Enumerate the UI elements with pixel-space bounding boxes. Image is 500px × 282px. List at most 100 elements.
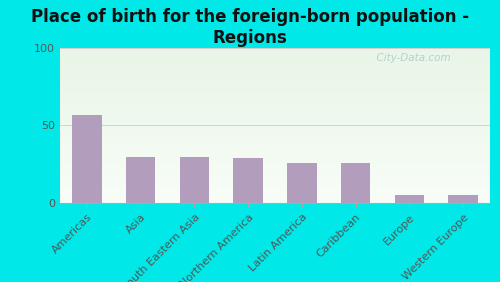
Bar bbox=[60, 107, 490, 108]
Bar bbox=[448, 195, 478, 203]
Bar bbox=[60, 95, 490, 96]
Bar bbox=[234, 158, 263, 203]
Bar bbox=[60, 142, 490, 143]
Bar bbox=[60, 54, 490, 55]
Bar bbox=[60, 199, 490, 200]
Bar bbox=[60, 192, 490, 193]
Bar bbox=[60, 87, 490, 88]
Bar bbox=[60, 50, 490, 51]
Bar bbox=[60, 154, 490, 155]
Bar bbox=[60, 126, 490, 127]
Bar bbox=[60, 182, 490, 183]
Bar bbox=[60, 71, 490, 72]
Bar bbox=[60, 127, 490, 128]
Bar bbox=[60, 109, 490, 110]
Bar bbox=[60, 150, 490, 151]
Bar bbox=[60, 145, 490, 146]
Bar bbox=[60, 110, 490, 111]
Bar bbox=[60, 151, 490, 152]
Bar bbox=[287, 163, 316, 203]
Bar bbox=[60, 122, 490, 123]
Bar bbox=[60, 167, 490, 168]
Bar bbox=[60, 101, 490, 102]
Bar bbox=[60, 146, 490, 147]
Bar bbox=[60, 164, 490, 165]
Bar bbox=[60, 124, 490, 125]
Bar bbox=[60, 112, 490, 113]
Bar bbox=[60, 98, 490, 99]
Bar bbox=[60, 93, 490, 94]
Bar bbox=[60, 49, 490, 50]
Bar bbox=[60, 79, 490, 80]
Bar bbox=[60, 94, 490, 95]
Bar bbox=[60, 91, 490, 92]
Bar bbox=[60, 202, 490, 203]
Bar bbox=[60, 96, 490, 97]
Bar bbox=[60, 166, 490, 167]
Bar bbox=[60, 74, 490, 75]
Bar bbox=[60, 53, 490, 54]
Bar bbox=[60, 82, 490, 83]
Bar bbox=[60, 121, 490, 122]
Bar bbox=[60, 67, 490, 68]
Text: Place of birth for the foreign-born population -
Regions: Place of birth for the foreign-born popu… bbox=[31, 8, 469, 47]
Bar bbox=[60, 51, 490, 52]
Bar bbox=[60, 135, 490, 136]
Bar bbox=[60, 60, 490, 61]
Bar bbox=[60, 89, 490, 90]
Bar bbox=[60, 61, 490, 62]
Bar bbox=[60, 152, 490, 153]
Bar bbox=[60, 97, 490, 98]
Bar bbox=[72, 114, 102, 203]
Bar bbox=[60, 64, 490, 65]
Bar bbox=[60, 171, 490, 172]
Bar bbox=[60, 56, 490, 57]
Bar bbox=[60, 59, 490, 60]
Bar bbox=[60, 120, 490, 121]
Bar bbox=[60, 63, 490, 64]
Bar bbox=[60, 72, 490, 73]
Bar bbox=[60, 128, 490, 129]
Bar bbox=[60, 177, 490, 178]
Bar bbox=[60, 194, 490, 195]
Bar bbox=[126, 157, 156, 203]
Bar bbox=[60, 149, 490, 150]
Bar bbox=[60, 140, 490, 141]
Bar bbox=[60, 119, 490, 120]
Bar bbox=[60, 118, 490, 119]
Bar bbox=[60, 83, 490, 84]
Bar bbox=[60, 153, 490, 154]
Bar bbox=[60, 105, 490, 106]
Bar bbox=[60, 123, 490, 124]
Bar bbox=[60, 57, 490, 58]
Bar bbox=[60, 188, 490, 189]
Bar bbox=[60, 125, 490, 126]
Bar bbox=[60, 191, 490, 192]
Bar bbox=[60, 193, 490, 194]
Text: City-Data.com: City-Data.com bbox=[370, 52, 450, 63]
Bar bbox=[60, 139, 490, 140]
Bar bbox=[60, 116, 490, 117]
Bar bbox=[60, 196, 490, 197]
Bar bbox=[60, 106, 490, 107]
Bar bbox=[60, 169, 490, 170]
Bar bbox=[60, 137, 490, 138]
Bar bbox=[60, 157, 490, 158]
Bar bbox=[60, 99, 490, 100]
Bar bbox=[60, 156, 490, 157]
Bar bbox=[60, 172, 490, 173]
Bar bbox=[60, 186, 490, 187]
Bar bbox=[60, 190, 490, 191]
Bar bbox=[394, 195, 424, 203]
Bar bbox=[60, 68, 490, 69]
Bar bbox=[60, 81, 490, 82]
Bar bbox=[60, 73, 490, 74]
Bar bbox=[60, 75, 490, 76]
Bar bbox=[60, 55, 490, 56]
Bar bbox=[60, 100, 490, 101]
Bar bbox=[60, 173, 490, 174]
Bar bbox=[60, 78, 490, 79]
Bar bbox=[60, 174, 490, 175]
Bar bbox=[60, 179, 490, 180]
Bar bbox=[60, 103, 490, 104]
